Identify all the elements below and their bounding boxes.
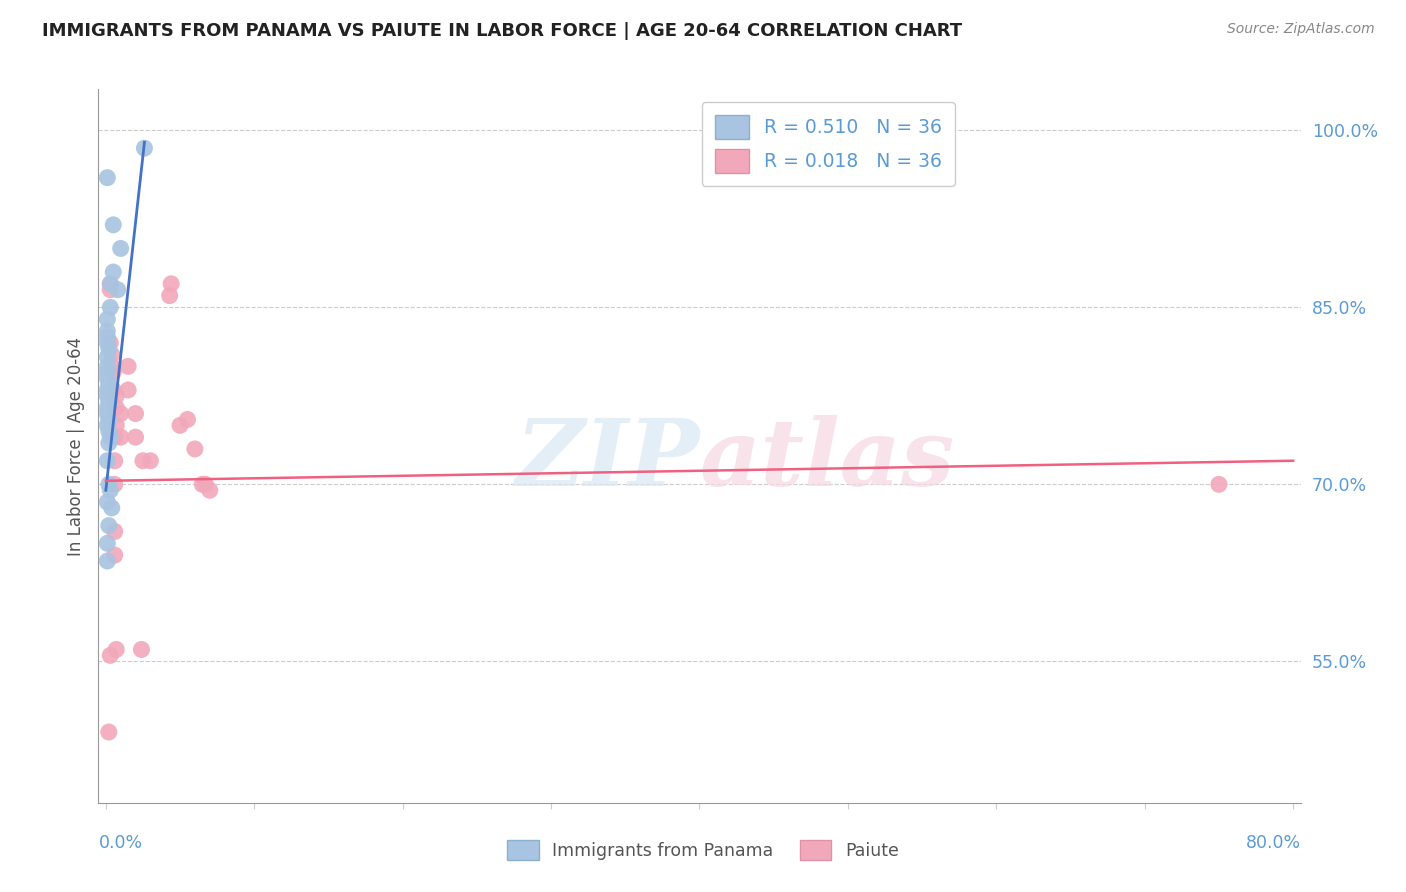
- Point: [104, 477, 127, 491]
- Point: [176, 412, 198, 426]
- Text: ZIP: ZIP: [515, 416, 699, 505]
- Point: [103, 265, 125, 279]
- Point: [96, 330, 118, 344]
- Point: [160, 277, 183, 291]
- Point: [191, 477, 214, 491]
- Point: [97, 518, 120, 533]
- Point: [117, 359, 139, 374]
- Point: [105, 389, 128, 403]
- Point: [97, 377, 120, 392]
- Point: [96, 401, 118, 415]
- Point: [105, 401, 128, 415]
- Point: [96, 389, 118, 403]
- Point: [105, 418, 128, 433]
- Text: 0.0%: 0.0%: [98, 834, 142, 852]
- Y-axis label: In Labor Force | Age 20-64: In Labor Force | Age 20-64: [66, 336, 84, 556]
- Point: [98, 335, 121, 350]
- Point: [134, 141, 156, 155]
- Point: [104, 524, 127, 539]
- Point: [96, 335, 118, 350]
- Point: [97, 342, 120, 356]
- Point: [110, 407, 132, 421]
- Point: [98, 430, 121, 444]
- Point: [124, 430, 146, 444]
- Point: [96, 407, 118, 421]
- Point: [169, 418, 191, 433]
- Point: [97, 412, 120, 426]
- Point: [101, 500, 124, 515]
- Point: [97, 725, 120, 739]
- Point: [96, 371, 118, 385]
- Point: [96, 350, 118, 364]
- Text: Source: ZipAtlas.com: Source: ZipAtlas.com: [1227, 22, 1375, 37]
- Point: [97, 424, 120, 438]
- Point: [97, 436, 120, 450]
- Text: IMMIGRANTS FROM PANAMA VS PAIUTE IN LABOR FORCE | AGE 20-64 CORRELATION CHART: IMMIGRANTS FROM PANAMA VS PAIUTE IN LABO…: [42, 22, 962, 40]
- Point: [104, 548, 127, 562]
- Point: [132, 454, 155, 468]
- Point: [110, 430, 132, 444]
- Point: [139, 454, 162, 468]
- Point: [98, 277, 121, 291]
- Point: [104, 430, 127, 444]
- Point: [104, 454, 127, 468]
- Point: [97, 394, 120, 409]
- Point: [117, 383, 139, 397]
- Point: [103, 365, 125, 379]
- Point: [1208, 477, 1230, 491]
- Point: [131, 642, 153, 657]
- Legend: Immigrants from Panama, Paiute: Immigrants from Panama, Paiute: [501, 833, 905, 867]
- Point: [105, 642, 128, 657]
- Point: [107, 283, 129, 297]
- Text: atlas: atlas: [699, 416, 955, 505]
- Point: [124, 407, 146, 421]
- Point: [98, 301, 121, 315]
- Point: [96, 365, 118, 379]
- Point: [96, 324, 118, 338]
- Point: [97, 477, 120, 491]
- Point: [96, 383, 118, 397]
- Point: [101, 348, 124, 362]
- Point: [159, 288, 181, 302]
- Point: [96, 312, 118, 326]
- Point: [96, 170, 118, 185]
- Point: [96, 359, 118, 374]
- Point: [101, 359, 124, 374]
- Point: [96, 495, 118, 509]
- Legend: R = 0.510   N = 36, R = 0.018   N = 36: R = 0.510 N = 36, R = 0.018 N = 36: [702, 103, 955, 186]
- Point: [103, 218, 125, 232]
- Point: [198, 483, 221, 498]
- Point: [96, 536, 118, 550]
- Point: [184, 442, 207, 456]
- Point: [96, 454, 118, 468]
- Point: [103, 383, 125, 397]
- Point: [110, 242, 132, 256]
- Point: [98, 277, 121, 291]
- Point: [98, 283, 121, 297]
- Text: 80.0%: 80.0%: [1246, 834, 1301, 852]
- Point: [98, 483, 121, 498]
- Point: [98, 648, 121, 663]
- Point: [194, 477, 217, 491]
- Point: [96, 418, 118, 433]
- Point: [96, 554, 118, 568]
